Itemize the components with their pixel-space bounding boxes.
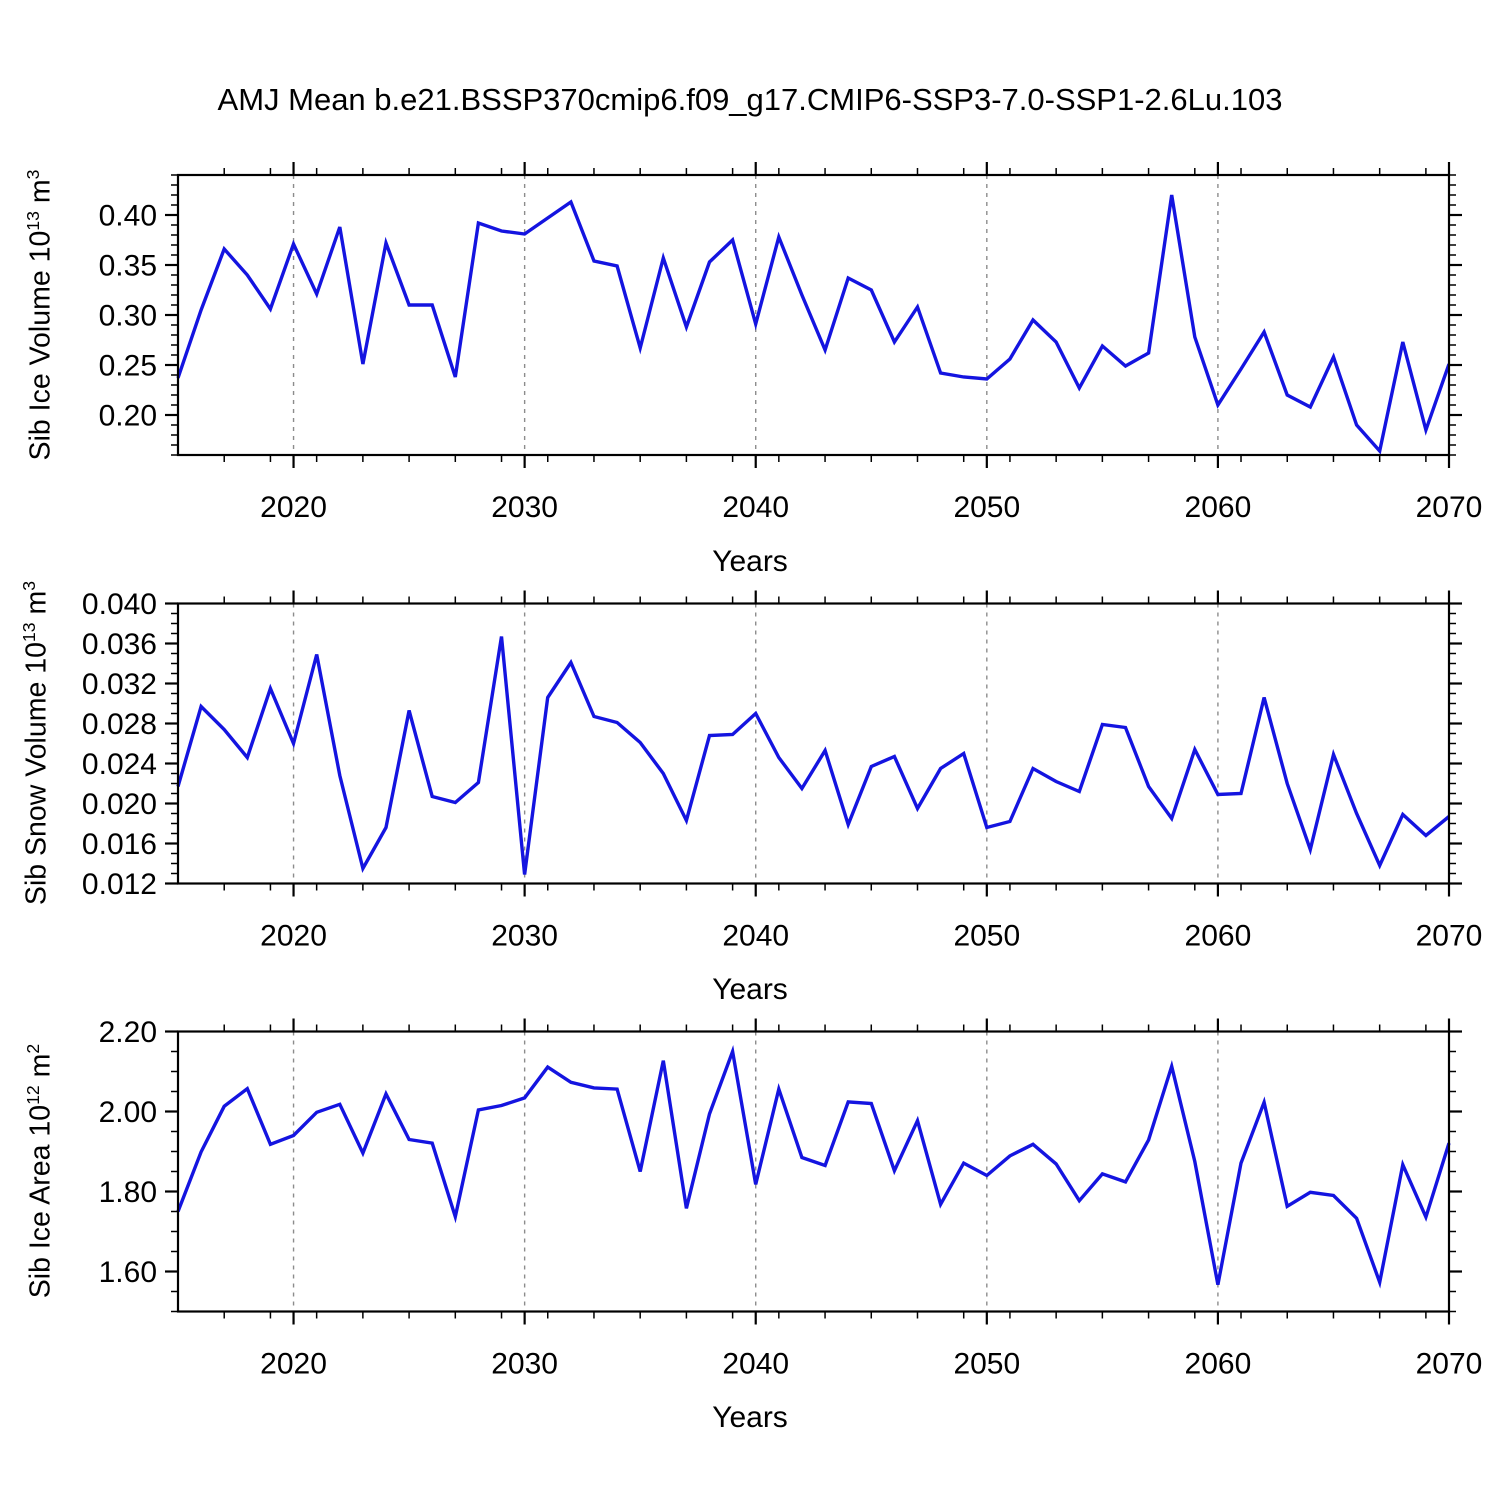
- y-axis-label-sib-ice-volume: Sib Ice Volume 1013 m3: [22, 169, 57, 461]
- plot-frame-bottom: [176, 1030, 1451, 1313]
- x-tick-label-2060: 2060: [1185, 920, 1252, 953]
- x-tick-label-2040: 2040: [722, 920, 789, 953]
- x-tick-label-2070: 2070: [1416, 1348, 1483, 1381]
- y-axis-label-sib-ice-area: Sib Ice Area 1012 m2: [22, 1043, 57, 1299]
- y-tick-label-0.040: 0.040: [82, 588, 157, 621]
- x-tick-label-2030: 2030: [491, 920, 558, 953]
- y-tick-label-0.016: 0.016: [82, 828, 157, 861]
- y-tick-label-0.35: 0.35: [99, 250, 157, 283]
- panel-bottom: 2020 2030 2040 2050 2060 2070 1.60 1.80 2.00 2.20: [99, 1016, 1483, 1381]
- x-tick-label-2050: 2050: [953, 920, 1020, 953]
- x-tick-label-2050: 2050: [953, 1348, 1020, 1381]
- x-tick-label-2040: 2040: [722, 491, 789, 524]
- x-tick-label-2060: 2060: [1185, 1348, 1252, 1381]
- y-tick-label-0.25: 0.25: [99, 350, 157, 383]
- x-axis-label-years-middle-panel: Years: [712, 973, 788, 1006]
- plot-frame-middle: [176, 602, 1451, 885]
- x-tick-label-2020: 2020: [260, 1348, 327, 1381]
- y-tick-label-1.60: 1.60: [99, 1256, 157, 1289]
- y-tick-label-0.020: 0.020: [82, 788, 157, 821]
- x-axis-label-years-bottom-panel: Years: [712, 1401, 788, 1434]
- series-line-middle: [176, 636, 1451, 875]
- y-axis-label-sib-snow-volume: Sib Snow Volume 1013 m3: [18, 580, 53, 906]
- y-tick-label-1.80: 1.80: [99, 1176, 157, 1209]
- y-tick-label-0.036: 0.036: [82, 628, 157, 661]
- x-tick-label-2050: 2050: [953, 491, 1020, 524]
- y-tick-label-0.20: 0.20: [99, 400, 157, 433]
- series-line-bottom: [176, 1044, 1451, 1289]
- panel-top: 2020 2030 2040 2050 2060 2070 0.20 0.25 0.30 0.35…: [99, 162, 1483, 524]
- series-line-top: [176, 194, 1451, 455]
- x-tick-label-2020: 2020: [260, 920, 327, 953]
- x-tick-label-2030: 2030: [491, 491, 558, 524]
- y-tick-label-0.012: 0.012: [82, 868, 157, 901]
- y-tick-label-0.30: 0.30: [99, 300, 157, 333]
- x-tick-label-2070: 2070: [1416, 491, 1483, 524]
- plot-frame-top: [176, 173, 1451, 457]
- y-tick-label-0.024: 0.024: [82, 748, 157, 781]
- y-tick-label-0.028: 0.028: [82, 708, 157, 741]
- x-axis-label-years-top-panel: Years: [712, 545, 788, 578]
- y-tick-label-0.40: 0.40: [99, 200, 157, 233]
- y-tick-label-0.032: 0.032: [82, 668, 157, 701]
- x-tick-label-2040: 2040: [722, 1348, 789, 1381]
- x-tick-label-2060: 2060: [1185, 491, 1252, 524]
- y-tick-label-2.20: 2.20: [99, 1016, 157, 1049]
- x-tick-label-2070: 2070: [1416, 920, 1483, 953]
- panel-middle: 2020 2030 2040 2050 2060 2070 0.012 0.016 0.020 0…: [82, 588, 1482, 953]
- chart-title: AMJ Mean b.e21.BSSP370cmip6.f09_g17.CMIP…: [217, 82, 1283, 117]
- x-tick-label-2030: 2030: [491, 1348, 558, 1381]
- y-tick-label-2.00: 2.00: [99, 1096, 157, 1129]
- x-tick-label-2020: 2020: [260, 491, 327, 524]
